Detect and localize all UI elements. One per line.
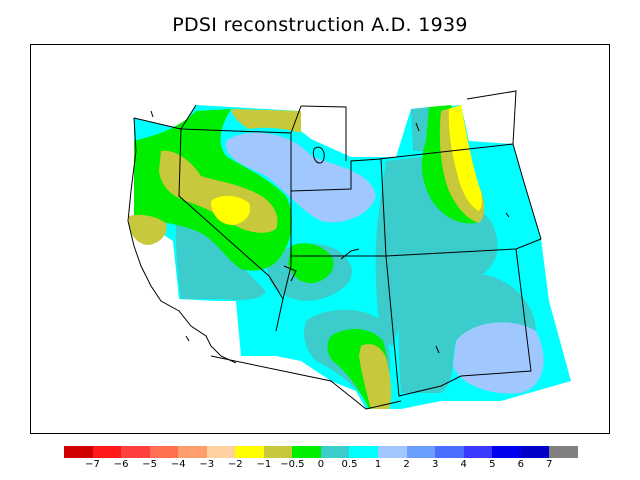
yellow-northeast [448, 105, 482, 211]
legend-tick-label: 4 [460, 459, 467, 470]
legend-swatch-5 [206, 446, 236, 458]
teal-southeast [398, 273, 536, 393]
legend-swatch-2 [121, 446, 150, 458]
legend-tick-label: 1 [374, 459, 382, 470]
legend-swatch-10 [349, 446, 379, 458]
legend-tick-label: −7 [85, 459, 100, 470]
border-idaho-wyoming [290, 105, 302, 134]
legend-swatch-11 [378, 446, 407, 458]
lake-mead [283, 265, 297, 282]
legend-swatch-15 [492, 446, 521, 458]
map-frame [30, 44, 610, 434]
border-wyoming-utah [290, 158, 382, 192]
great-salt-lake [312, 146, 325, 164]
legend-swatch-1 [92, 446, 122, 458]
legend-tick-label: −4 [170, 459, 186, 470]
yellow-west [211, 195, 251, 225]
lightblue-north [225, 132, 376, 223]
olive-coast [129, 214, 167, 245]
legend-tick-label: 6 [517, 459, 524, 470]
legend-tick-labels: −7 −6 −5 −4 −3 −2 −1 −0.5 0 0.5 1 2 3 4 5 6 7 [64, 459, 578, 473]
legend-tick-label: 0 [317, 459, 325, 470]
olive-south [359, 344, 392, 409]
border-nm-texas [460, 248, 532, 377]
legend-swatch-0 [64, 446, 93, 458]
border-nevada-utah [180, 128, 292, 300]
legend-swatch-8 [292, 446, 321, 458]
island-5 [505, 212, 510, 218]
legend-tick-label: −0.5 [280, 459, 305, 470]
island-2 [415, 122, 420, 132]
island-4 [435, 345, 440, 354]
legend-swatch-16 [520, 446, 550, 458]
coastline [127, 117, 237, 364]
border-arizona-newmexico [385, 255, 462, 397]
border-mexico [210, 355, 402, 410]
border-nevada-california [178, 128, 284, 332]
border-dakotas [466, 90, 542, 240]
legend-tick-label: 7 [546, 459, 553, 470]
border-utah-colorado [380, 158, 387, 257]
legend-tick-label: −6 [113, 459, 129, 470]
teal-northeast [411, 107, 431, 151]
legend-swatch-4 [178, 446, 207, 458]
olive-north [231, 109, 301, 133]
legend-swatch-17 [549, 446, 578, 458]
border-four-corners [291, 238, 542, 257]
legend-tick-label: 5 [489, 459, 496, 470]
legend-swatch-3 [149, 446, 179, 458]
pdsi-map [127, 90, 571, 410]
lightblue-southeast [453, 322, 544, 394]
teal-west [175, 210, 266, 301]
legend-swatch-9 [320, 446, 350, 458]
legend-tick-label: −1 [256, 459, 272, 470]
legend-swatch-14 [463, 446, 493, 458]
border-montana [300, 105, 347, 161]
legend-swatch-12 [406, 446, 436, 458]
green-center [288, 243, 334, 284]
legend-colorbar [64, 446, 578, 458]
state-borders [133, 90, 542, 410]
lakes [150, 110, 510, 354]
border-wyoming-south [378, 143, 514, 160]
legend-tick-label: −5 [142, 459, 158, 470]
legend-tick-label: −3 [199, 459, 215, 470]
legend-tick-label: −2 [227, 459, 243, 470]
map-title: PDSI reconstruction A.D. 1939 [172, 14, 468, 36]
lake-powell [340, 248, 360, 260]
island-1 [150, 110, 154, 118]
legend-swatch-7 [263, 446, 293, 458]
legend-tick-label: 3 [431, 459, 439, 470]
legend-tick-label: 2 [403, 459, 410, 470]
island-3 [185, 335, 190, 342]
legend-tick-label: 0.5 [341, 459, 358, 470]
legend-swatch-13 [435, 446, 464, 458]
legend-swatch-6 [235, 446, 264, 458]
